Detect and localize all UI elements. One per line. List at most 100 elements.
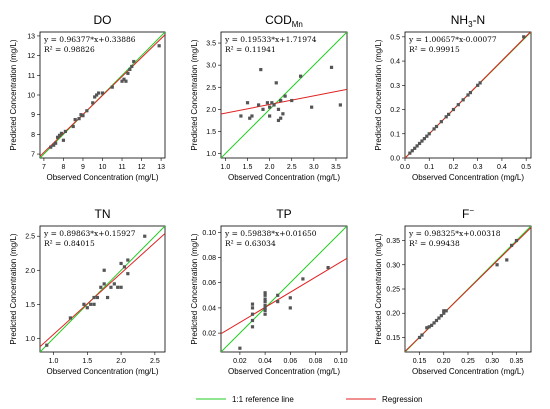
x-axis-title: Observed Concentration (mg/L)	[228, 173, 340, 182]
data-point	[434, 124, 439, 129]
x-tick-label: 0.04	[258, 358, 272, 365]
data-point	[263, 291, 267, 295]
data-point	[96, 91, 101, 95]
data-point	[410, 149, 414, 153]
x-axis-title: Observed Concentration (mg/L)	[46, 173, 158, 182]
data-point	[102, 268, 106, 272]
regression-line	[405, 227, 531, 352]
data-point	[505, 258, 509, 262]
data-point	[430, 323, 434, 327]
data-point	[238, 346, 242, 350]
x-tick-label: 0.4	[497, 164, 507, 171]
data-point	[444, 309, 448, 313]
data-point	[263, 303, 267, 307]
data-point	[514, 238, 519, 243]
regression-equation: y = 0.19533*x+1.71974	[224, 35, 317, 44]
y-tick-label: 0.0	[390, 156, 400, 163]
y-tick-label: 0.08	[202, 255, 216, 262]
y-tick-label: 1.0	[206, 151, 216, 158]
panel-3: NH3-N 0.0 0.1 0.2 0.3 0.4 0.5 0.0 0.1 0.2 0.3 0.4 0.…	[374, 13, 532, 182]
y-tick-label: 9	[31, 112, 35, 119]
x-tick-label: 0.5	[521, 164, 531, 171]
data-point	[434, 318, 439, 323]
data-point	[437, 316, 441, 320]
data-point	[447, 112, 451, 116]
x-tick-label: 2.5	[150, 358, 160, 365]
data-point	[408, 151, 412, 155]
data-point	[283, 94, 287, 98]
y-tick-label: 12	[27, 53, 35, 60]
y-tick-label: 1.5	[25, 302, 35, 309]
x-tick-label: 3.0	[309, 164, 319, 171]
data-point	[420, 139, 424, 143]
x-tick-label: 0.30	[485, 358, 499, 365]
x-tick-label: 8	[61, 164, 65, 171]
y-tick-label: 11	[28, 73, 35, 80]
data-point	[126, 258, 130, 262]
y-tick-label: 0.4	[390, 59, 400, 66]
y-tick-label: 2.0	[25, 268, 35, 275]
panel-title: TP	[276, 207, 291, 221]
x-tick-label: 11	[118, 164, 125, 171]
data-point	[100, 91, 105, 95]
data-point	[263, 293, 267, 297]
r-squared: R² = 0.63034	[225, 239, 276, 248]
data-point	[109, 285, 113, 289]
data-point	[250, 318, 255, 323]
data-point	[268, 105, 272, 109]
data-point	[263, 312, 267, 316]
x-axis-title: Observed Concentration (mg/L)	[228, 367, 340, 376]
y-tick-label: 7	[31, 152, 35, 159]
data-point	[250, 114, 254, 118]
data-point	[250, 312, 255, 316]
x-tick-label: 0.15	[413, 358, 427, 365]
legend-reference-label: 1:1 reference line	[232, 395, 294, 404]
panel-5: TP 0.02 0.04 0.06 0.08 0.10 0.02 0.04 0.06 0.08 0.…	[190, 207, 348, 376]
x-axis-title: Observed Concentration (mg/L)	[412, 173, 524, 182]
regression-equation: y = 0.89863*x+0.15927	[43, 229, 136, 238]
data-point	[427, 325, 431, 329]
y-tick-label: 2.5	[206, 85, 216, 92]
data-point	[91, 101, 95, 105]
data-point	[132, 59, 136, 64]
data-point	[245, 101, 250, 105]
y-tick-label: 0.06	[202, 280, 216, 287]
data-point	[256, 103, 261, 107]
data-point	[276, 300, 280, 304]
panel-title: NH3-N	[451, 13, 485, 29]
data-point	[250, 302, 255, 306]
y-tick-label: 0.25	[386, 287, 400, 294]
data-point	[92, 295, 96, 300]
data-point	[71, 124, 75, 129]
data-point	[45, 343, 49, 347]
data-point	[73, 118, 77, 122]
data-point	[274, 81, 278, 85]
data-point	[85, 109, 89, 113]
reference-line	[221, 226, 347, 352]
data-point	[55, 135, 60, 139]
data-point	[119, 285, 123, 289]
data-point	[425, 326, 429, 330]
data-point	[49, 145, 53, 149]
data-point	[290, 98, 294, 103]
x-tick-label: 1.5	[243, 164, 253, 171]
data-point	[329, 65, 334, 69]
data-point	[310, 105, 314, 109]
data-point	[81, 114, 85, 118]
data-point	[417, 141, 422, 146]
y-tick-label: 0.35	[386, 238, 400, 245]
data-point	[276, 107, 281, 111]
x-axis-title: Observed Concentration (mg/L)	[412, 367, 524, 376]
y-axis-title: Predicted Concentration (mg/L)	[9, 233, 18, 345]
data-point	[77, 117, 81, 121]
data-point	[451, 107, 456, 112]
y-tick-label: 0.3	[390, 83, 400, 90]
panel-6: F− 0.15 0.20 0.25 0.30 0.35 0.15 0.20 0.25 0.30 0.…	[374, 206, 532, 376]
data-point	[116, 285, 120, 289]
data-point	[124, 79, 128, 83]
data-point	[439, 314, 443, 318]
data-point	[442, 311, 446, 315]
y-axis-title: Predicted Concentration (mg/L)	[374, 39, 383, 151]
x-tick-label: 13	[157, 164, 165, 171]
y-tick-label: 13	[27, 33, 35, 40]
